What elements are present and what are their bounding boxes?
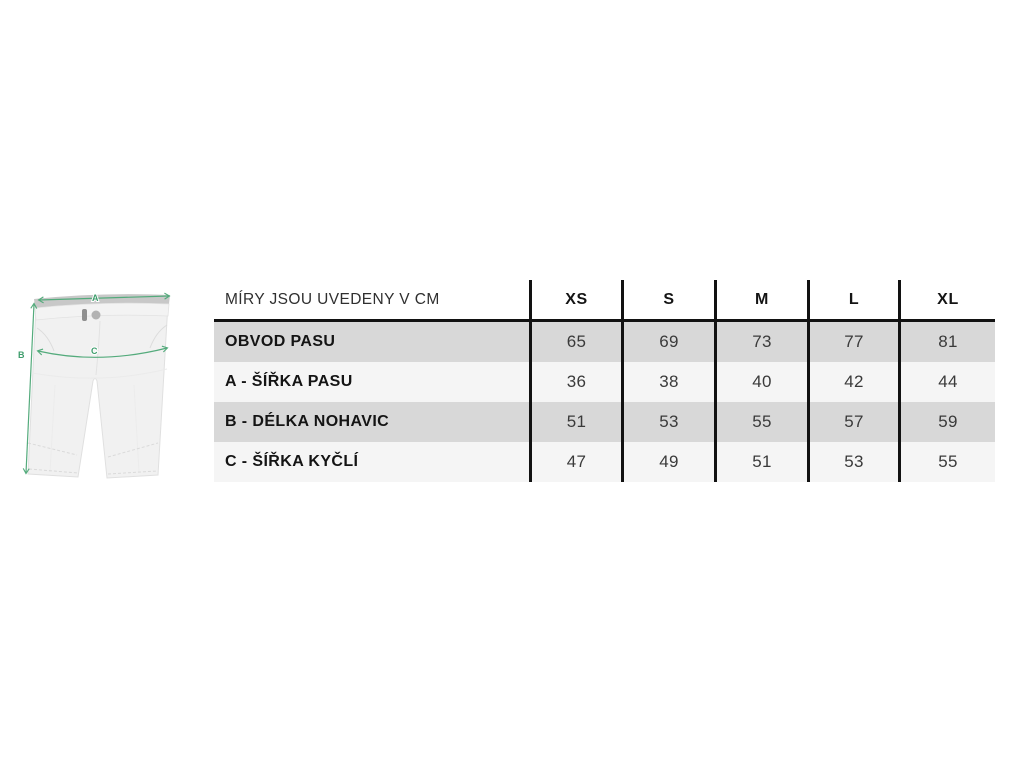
size-header-m: M [714,280,807,319]
size-chart-table: MÍRY JSOU UVEDENY V CM XS S M L XL OBVOD… [214,280,995,482]
value-cell: 51 [714,442,807,482]
value-cell: 65 [529,322,621,362]
label-b: B [18,350,25,360]
label-c: C [91,346,98,356]
table-row-sirka-pasu: A - ŠÍŘKA PASU 36 38 40 42 44 [214,362,995,402]
button-icon [91,310,101,320]
value-cell: 57 [807,402,898,442]
table-row-sirka-kycli: C - ŠÍŘKA KYČLÍ 47 49 51 53 55 [214,442,995,482]
shorts-measurement-diagram: A B C [17,292,171,479]
value-cell: 53 [807,442,898,482]
size-header-xs: XS [529,280,621,319]
arrow-a [37,292,171,304]
arrow-c [36,345,169,358]
size-header-xl: XL [898,280,995,319]
value-cell: 81 [898,322,995,362]
value-cell: 53 [621,402,714,442]
value-cell: 42 [807,362,898,402]
table-header-row: MÍRY JSOU UVEDENY V CM XS S M L XL [214,280,995,322]
value-cell: 47 [529,442,621,482]
value-cell: 59 [898,402,995,442]
row-label: B - DÉLKA NOHAVIC [225,413,390,430]
value-cell: 69 [621,322,714,362]
value-cell: 77 [807,322,898,362]
value-cell: 51 [529,402,621,442]
zipper-icon [82,309,87,321]
table-row-delka-nohavic: B - DÉLKA NOHAVIC 51 53 55 57 59 [214,402,995,442]
table-row-obvod-pasu: OBVOD PASU 65 69 73 77 81 [214,322,995,362]
arrow-b [22,302,38,475]
row-label: C - ŠÍŘKA KYČLÍ [225,453,359,470]
value-cell: 44 [898,362,995,402]
measurement-arrows: A B C [17,292,171,475]
row-label: A - ŠÍŘKA PASU [225,373,353,390]
value-cell: 49 [621,442,714,482]
value-cell: 55 [714,402,807,442]
row-label: OBVOD PASU [225,333,336,350]
label-a: A [92,293,99,303]
value-cell: 73 [714,322,807,362]
value-cell: 55 [898,442,995,482]
shorts-body [27,294,170,479]
unit-note: MÍRY JSOU UVEDENY V CM [225,290,440,308]
value-cell: 40 [714,362,807,402]
value-cell: 38 [621,362,714,402]
size-header-l: L [807,280,898,319]
value-cell: 36 [529,362,621,402]
size-header-s: S [621,280,714,319]
